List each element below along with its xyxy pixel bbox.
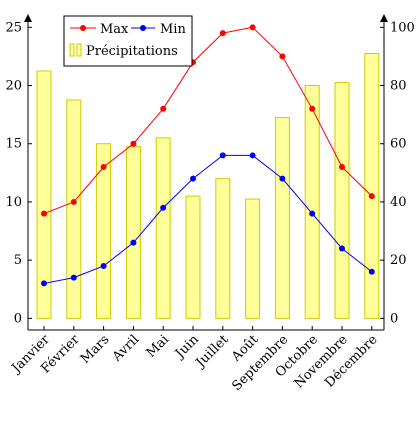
precip-bar-10 [304,85,320,319]
legend-precip-label: Précipitations [86,44,178,59]
precip-bar-1 [36,70,52,319]
legend-item-precip: Précipitations [69,43,178,59]
series-min-point-3 [100,262,107,269]
precip-bar-5 [155,137,171,319]
series-min-line [43,154,373,284]
series-max-point-7 [219,30,226,37]
left-y-tick-label-5: 20 [5,79,22,94]
legend-item-max: Max [70,22,129,37]
legend-min-label: Min [160,22,186,37]
series-max-point-9 [279,53,286,60]
precip-bar-4 [125,146,141,319]
series-max-line [43,26,373,215]
axes-layer [24,14,388,331]
series-max-point-2 [70,198,77,205]
precip-bar-2 [66,99,82,319]
series-min-point-2 [70,274,77,281]
left-y-tick-label-6: 25 [5,20,22,35]
series-max-point-10 [309,105,316,112]
precip-bar-9 [274,117,290,319]
series-min-point-10 [309,210,316,217]
precip-bar-7 [215,178,231,319]
right-y-tick-label-1: 0 [390,311,398,326]
bars-layer [36,53,380,319]
right-y-tick-label-3: 40 [390,195,407,210]
left-y-tick-label-3: 10 [5,195,22,210]
x-tick-label-5: Mai [144,332,172,360]
legend-precip-swatch-2 [76,43,82,57]
series-min-point-1 [41,280,47,287]
legend-box [63,15,193,67]
right-y-tick-label-4: 60 [390,137,407,152]
left-y-tick-label-2: 5 [14,253,22,268]
series-max-point-12 [368,193,375,200]
series-max-point-1 [41,210,47,217]
x-tick-label-4: Avril [109,332,142,365]
series-min-point-7 [219,152,226,159]
legend-min-marker [140,25,146,31]
precip-bar-8 [245,198,261,319]
x-tick-label-7: Juillet [192,332,232,372]
precip-bar-12 [364,53,380,319]
legend-max-marker [80,25,86,31]
left-y-tick-label-4: 15 [5,137,22,152]
series-min-point-11 [339,245,345,252]
legend-max-label: Max [100,22,129,37]
precip-bar-3 [96,143,112,319]
legend-precip-swatch-1 [69,43,75,57]
series-max-point-8 [249,24,256,31]
series-min-point-9 [279,175,286,182]
right-y-tick-label-5: 80 [390,79,407,94]
series-max-point-5 [160,105,167,112]
legend: Max Min Précipitations [63,15,193,67]
left-y-tick-label-1: 0 [14,311,22,326]
series-max-point-11 [339,164,345,171]
series-min-point-4 [130,239,137,246]
precip-bar-11 [334,82,350,319]
series-max-point-3 [100,164,107,171]
x-tick-label-3: Mars [78,332,113,367]
series-min-point-6 [190,175,196,182]
lines-layer [41,24,375,287]
right-y-tick-label-2: 20 [390,253,407,268]
series-min-point-12 [368,268,375,275]
precip-bar-6 [185,195,201,319]
series-max-point-4 [130,140,137,147]
series-min-point-5 [160,204,167,211]
right-y-tick-label-6: 100 [390,20,415,35]
legend-item-min: Min [131,22,186,37]
series-min-point-8 [249,152,256,159]
